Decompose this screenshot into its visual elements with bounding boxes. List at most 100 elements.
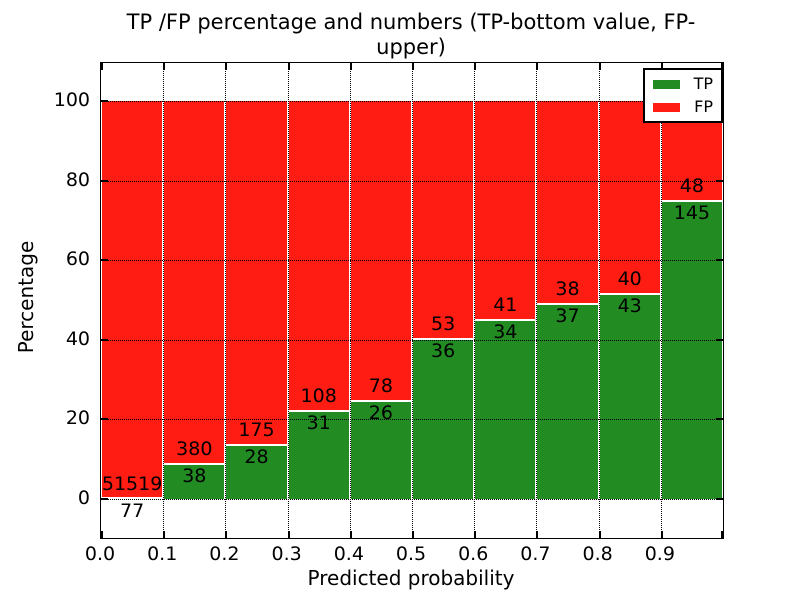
fp-count-label: 108 — [300, 385, 337, 408]
gridline-vertical — [598, 63, 600, 538]
tp-segment — [475, 318, 536, 499]
x-tick-mark — [536, 531, 539, 538]
x-tick-label: 0.9 — [644, 543, 675, 565]
tp-segment — [413, 338, 474, 499]
y-tick-mark — [101, 338, 108, 341]
fp-count-label: 53 — [431, 313, 456, 335]
y-tick-mark — [101, 498, 108, 500]
gridline-vertical — [349, 63, 351, 538]
stacked-bar — [474, 101, 537, 499]
legend-item: FP — [653, 99, 713, 115]
gridline-vertical — [660, 63, 662, 538]
x-tick-mark — [474, 531, 477, 538]
gridline-vertical — [163, 63, 165, 538]
tp-segment — [599, 292, 660, 499]
tp-count-label: 26 — [368, 401, 393, 424]
y-tick-label: 60 — [65, 248, 90, 271]
legend-label: FP — [694, 97, 713, 116]
y-tick-mark — [716, 338, 723, 341]
x-tick-mark — [660, 63, 663, 70]
fp-segment — [475, 101, 536, 319]
fp-count-label: 380 — [176, 437, 213, 460]
gridlines-layer — [101, 63, 723, 538]
y-tick-label: 100 — [53, 89, 90, 111]
x-tick-mark — [225, 531, 228, 538]
tp-count-label: 37 — [555, 304, 580, 327]
fp-segment — [288, 101, 349, 411]
tp-swatch — [653, 79, 680, 89]
y-tick-label: 40 — [65, 327, 90, 350]
tp-segment — [164, 462, 225, 499]
legend-label: TP — [693, 74, 713, 93]
tp-segment — [226, 444, 287, 499]
y-tick-label: 20 — [65, 407, 90, 430]
x-tick-mark — [163, 531, 166, 538]
tp-count-label: 145 — [673, 201, 711, 224]
tp-segment — [288, 410, 349, 499]
fp-segment — [164, 101, 225, 463]
fp-count-label: 41 — [493, 293, 518, 316]
y-tick-mark — [716, 498, 723, 500]
fp-segment — [537, 101, 598, 303]
x-tick-mark — [101, 63, 103, 70]
gridline-vertical — [474, 63, 476, 538]
x-tick-mark — [721, 63, 723, 70]
fp-count-label: 78 — [368, 374, 393, 397]
tp-count-label: 36 — [431, 340, 456, 362]
y-tick-label: 80 — [65, 168, 90, 191]
y-tick-mark — [101, 259, 108, 262]
tp-segment — [537, 302, 598, 499]
gridline-vertical — [412, 63, 413, 538]
stacked-bar — [536, 101, 599, 499]
fp-segment — [350, 101, 411, 400]
x-tick-mark — [598, 531, 601, 538]
tp-segment — [102, 497, 163, 499]
fp-segment — [413, 101, 474, 338]
gridline-vertical — [536, 63, 538, 538]
tp-count-label: 34 — [493, 320, 518, 343]
tp-segment — [661, 200, 722, 499]
fp-swatch — [653, 102, 680, 112]
x-tick-mark — [598, 63, 601, 70]
fp-count-label: 40 — [617, 267, 642, 290]
bars-layer — [101, 63, 723, 538]
x-tick-mark — [474, 63, 477, 70]
tp-count-label: 77 — [120, 500, 145, 523]
y-tick-mark — [101, 179, 108, 182]
y-tick-mark — [716, 179, 723, 182]
x-tick-mark — [287, 531, 290, 538]
y-tick-mark — [716, 418, 723, 421]
legend: TP FP — [643, 68, 723, 123]
x-tick-label: 0.2 — [209, 543, 240, 565]
fp-count-label: 38 — [555, 277, 580, 300]
y-tick-label: 0 — [77, 487, 90, 509]
plot-area: 51519 77 380 38 175 28 108 31 78 26 53 36 41 34 38 37 40… — [100, 62, 724, 539]
x-tick-mark — [287, 63, 290, 70]
fp-count-label: 51519 — [101, 473, 163, 496]
x-tick-mark — [412, 531, 414, 538]
gridline-vertical — [287, 63, 289, 538]
x-tick-label: 0.8 — [582, 543, 613, 565]
legend-item: TP — [653, 76, 713, 92]
x-tick-mark — [225, 63, 228, 70]
tp-count-label: 43 — [617, 294, 642, 317]
y-tick-mark — [101, 418, 108, 421]
x-tick-mark — [536, 63, 539, 70]
y-tick-mark — [101, 100, 108, 102]
x-tick-label: 0.7 — [520, 543, 551, 565]
x-tick-label: 0.5 — [395, 543, 427, 565]
y-tick-mark — [716, 259, 723, 262]
stacked-bar — [101, 101, 164, 499]
x-tick-mark — [412, 63, 414, 70]
tp-count-label: 28 — [244, 446, 269, 469]
tp-segment — [350, 399, 411, 499]
ticks-layer — [101, 63, 723, 538]
x-tick-mark — [101, 531, 103, 538]
x-tick-label: 0.1 — [147, 543, 178, 565]
x-tick-label: 0.4 — [333, 543, 364, 565]
x-tick-label: 0.3 — [271, 543, 302, 565]
x-tick-mark — [349, 531, 352, 538]
tp-count-label: 31 — [306, 412, 331, 435]
fp-segment — [226, 101, 287, 445]
